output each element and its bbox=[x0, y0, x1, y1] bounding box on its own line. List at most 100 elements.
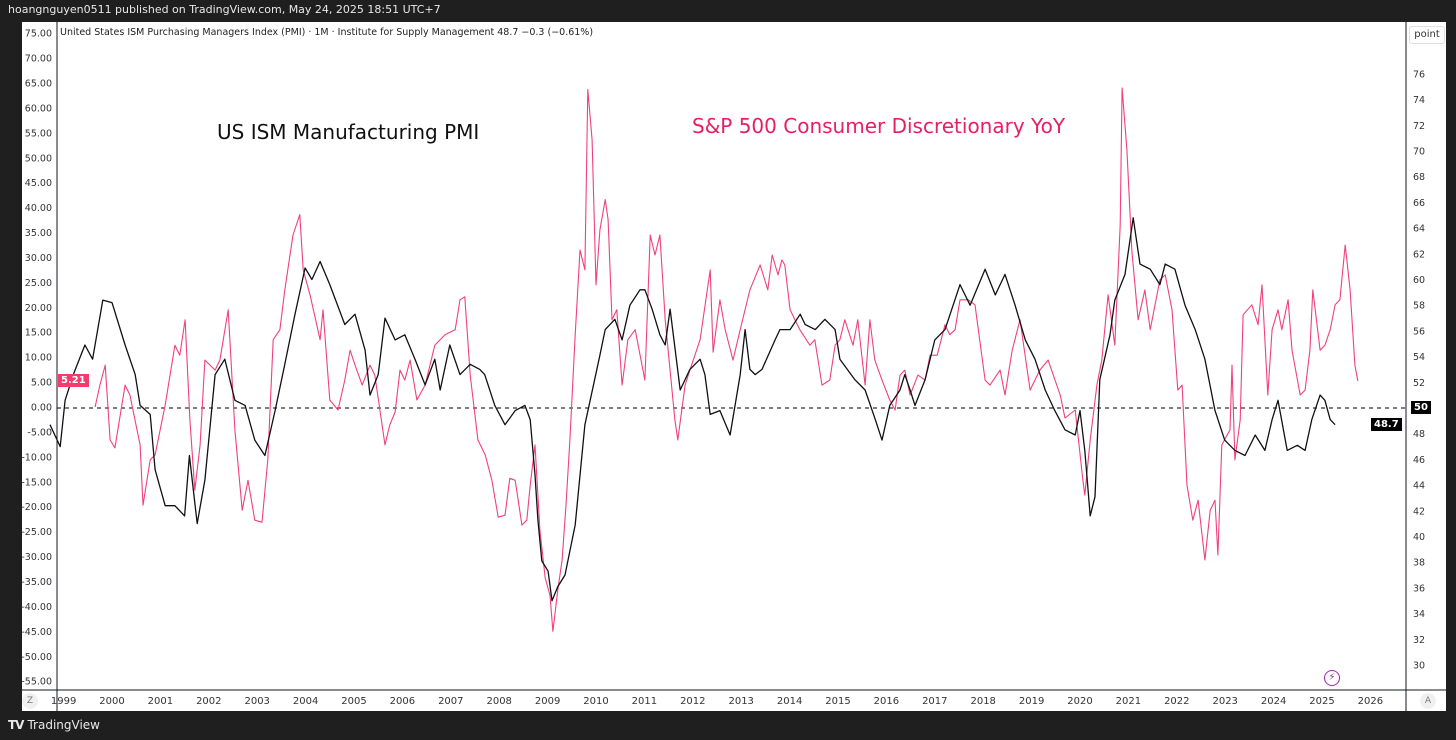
time-tick-label: 2005 bbox=[341, 696, 366, 707]
right-tick-label: 46 bbox=[1413, 455, 1425, 466]
left-tick-label: -35.00 bbox=[21, 577, 52, 588]
time-tick-label: 2002 bbox=[196, 696, 221, 707]
left-tick-label: 10.00 bbox=[25, 353, 52, 364]
right-tick-label: 56 bbox=[1413, 326, 1425, 337]
left-tick-label: -40.00 bbox=[21, 602, 52, 613]
left-tick-label: 20.00 bbox=[25, 303, 52, 314]
time-tick-label: 2003 bbox=[244, 696, 269, 707]
right-tick-label: 38 bbox=[1413, 558, 1425, 569]
time-tick-label: 2013 bbox=[728, 696, 753, 707]
left-tick-label: 15.00 bbox=[25, 328, 52, 339]
left-tick-label: -25.00 bbox=[21, 527, 52, 538]
left-tick-label: 0.00 bbox=[31, 403, 52, 414]
right-tick-label: 36 bbox=[1413, 583, 1425, 594]
time-tick-label: 2022 bbox=[1164, 696, 1189, 707]
left-tick-label: 55.00 bbox=[25, 128, 52, 139]
reference-value-badge: 50 bbox=[1411, 401, 1431, 414]
left-tick-label: 65.00 bbox=[25, 78, 52, 89]
right-axis[interactable]: 76 74 72 70 68 66 64 62 60 58 56 54 52 48 46 44 42 40 38 36… bbox=[1413, 69, 1425, 671]
time-tick-label: 2026 bbox=[1358, 696, 1383, 707]
time-tick-label: 2017 bbox=[922, 696, 947, 707]
lightning-icon[interactable]: ⚡ bbox=[1324, 670, 1340, 686]
annotation-pmi: US ISM Manufacturing PMI bbox=[217, 120, 480, 144]
time-tick-label: 2010 bbox=[583, 696, 608, 707]
time-tick-label: 2012 bbox=[680, 696, 705, 707]
published-info: hoangnguyen0511 published on TradingView… bbox=[8, 3, 441, 16]
left-axis[interactable]: 75.00 70.00 65.00 60.00 55.00 50.00 45.00 40.00… bbox=[21, 29, 52, 688]
right-tick-label: 58 bbox=[1413, 301, 1425, 312]
pmi-series-line[interactable] bbox=[49, 217, 1336, 602]
plot-area[interactable] bbox=[49, 87, 1359, 632]
time-tick-label: 2014 bbox=[777, 696, 802, 707]
left-tick-label: 5.00 bbox=[31, 378, 52, 389]
left-tick-label: -55.00 bbox=[21, 677, 52, 688]
left-tick-label: 25.00 bbox=[25, 278, 52, 289]
tradingview-logo-icon: TV bbox=[8, 718, 25, 732]
right-tick-label: 66 bbox=[1413, 198, 1425, 209]
right-tick-label: 76 bbox=[1413, 69, 1425, 80]
scale-mode-button[interactable]: point bbox=[1409, 26, 1445, 44]
left-tick-label: -30.00 bbox=[21, 552, 52, 563]
time-tick-label: 2008 bbox=[486, 696, 511, 707]
time-tick-label: 2011 bbox=[632, 696, 657, 707]
time-tick-label: 2025 bbox=[1309, 696, 1334, 707]
left-tick-label: 30.00 bbox=[25, 253, 52, 264]
right-tick-label: 62 bbox=[1413, 249, 1425, 260]
series-legend[interactable]: United States ISM Purchasing Managers In… bbox=[60, 27, 594, 38]
right-tick-label: 72 bbox=[1413, 121, 1425, 132]
chart-panel bbox=[22, 22, 1446, 711]
left-tick-label: 40.00 bbox=[25, 203, 52, 214]
spx-yoy-series-line[interactable] bbox=[94, 87, 1359, 632]
left-tick-label: -5.00 bbox=[27, 427, 52, 438]
z-button[interactable]: Z bbox=[22, 693, 38, 709]
left-tick-label: -50.00 bbox=[21, 652, 52, 663]
time-axis[interactable]: 1999 2000 2001 2002 2003 2004 2005 2006 2007 2008… bbox=[51, 696, 1383, 707]
right-tick-label: 52 bbox=[1413, 378, 1425, 389]
time-tick-label: 2016 bbox=[874, 696, 899, 707]
left-tick-label: 35.00 bbox=[25, 228, 52, 239]
right-tick-label: 42 bbox=[1413, 506, 1425, 517]
spx-last-value-badge: 5.21 bbox=[58, 374, 89, 387]
annotation-spx: S&P 500 Consumer Discretionary YoY bbox=[692, 114, 1066, 138]
right-tick-label: 34 bbox=[1413, 609, 1425, 620]
brand-name: TradingView bbox=[27, 718, 100, 732]
right-tick-label: 60 bbox=[1413, 275, 1425, 286]
left-tick-label: -20.00 bbox=[21, 502, 52, 513]
left-tick-label: 70.00 bbox=[25, 54, 52, 65]
left-tick-label: -45.00 bbox=[21, 627, 52, 638]
time-tick-label: 2006 bbox=[390, 696, 415, 707]
right-tick-label: 54 bbox=[1413, 352, 1425, 363]
time-tick-label: 2021 bbox=[1116, 696, 1141, 707]
auto-scale-button[interactable]: A bbox=[1420, 693, 1436, 709]
pmi-last-value-badge: 48.7 bbox=[1371, 418, 1402, 431]
right-tick-label: 40 bbox=[1413, 532, 1425, 543]
time-tick-label: 2019 bbox=[1019, 696, 1044, 707]
right-tick-label: 70 bbox=[1413, 147, 1425, 158]
right-tick-label: 68 bbox=[1413, 172, 1425, 183]
left-tick-label: 60.00 bbox=[25, 103, 52, 114]
time-tick-label: 2007 bbox=[438, 696, 463, 707]
time-tick-label: 2023 bbox=[1212, 696, 1237, 707]
left-tick-label: 50.00 bbox=[25, 153, 52, 164]
time-tick-label: 2015 bbox=[825, 696, 850, 707]
right-tick-label: 30 bbox=[1413, 661, 1425, 672]
footer-brand: TV TradingView bbox=[8, 718, 100, 732]
left-tick-label: 45.00 bbox=[25, 178, 52, 189]
time-tick-label: 2009 bbox=[535, 696, 560, 707]
time-tick-label: 2020 bbox=[1067, 696, 1092, 707]
right-tick-label: 32 bbox=[1413, 635, 1425, 646]
time-tick-label: 2004 bbox=[293, 696, 318, 707]
time-tick-label: 2001 bbox=[148, 696, 173, 707]
right-tick-label: 64 bbox=[1413, 224, 1425, 235]
time-tick-label: 2000 bbox=[99, 696, 124, 707]
left-tick-label: 75.00 bbox=[25, 29, 52, 40]
left-tick-label: -10.00 bbox=[21, 452, 52, 463]
time-tick-label: 1999 bbox=[51, 696, 76, 707]
right-tick-label: 44 bbox=[1413, 481, 1425, 492]
time-tick-label: 2018 bbox=[970, 696, 995, 707]
left-tick-label: -15.00 bbox=[21, 477, 52, 488]
right-tick-label: 74 bbox=[1413, 95, 1425, 106]
right-tick-label: 48 bbox=[1413, 429, 1425, 440]
time-tick-label: 2024 bbox=[1261, 696, 1286, 707]
